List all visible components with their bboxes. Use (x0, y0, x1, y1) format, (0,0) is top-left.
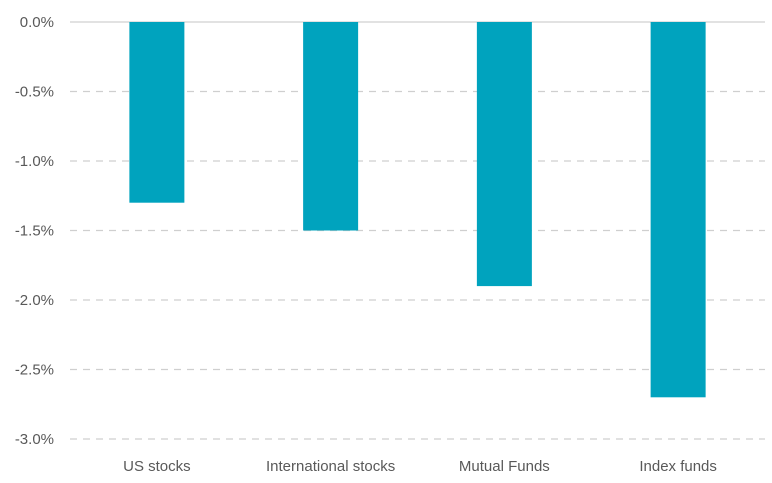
y-tick-label: -3.0% (15, 431, 54, 448)
gridlines (70, 21, 765, 440)
x-category-label: US stocks (123, 458, 191, 475)
y-tick-label: -2.5% (15, 362, 54, 379)
y-axis-tick-labels: 0.0% -0.5% -1.0% -1.5% -2.0% -2.5% -3.0% (15, 14, 54, 448)
y-tick-label: -0.5% (15, 84, 54, 101)
y-tick-label: -1.0% (15, 153, 54, 170)
x-category-label: Index funds (639, 458, 717, 475)
bar (303, 22, 359, 231)
bar (129, 22, 185, 203)
x-category-label: International stocks (266, 458, 395, 475)
bar (476, 22, 532, 287)
y-tick-label: -2.0% (15, 292, 54, 309)
bar (650, 22, 706, 398)
y-tick-label: 0.0% (20, 14, 54, 31)
bars (129, 22, 706, 398)
x-category-label: Mutual Funds (459, 458, 550, 475)
y-tick-label: -1.5% (15, 223, 54, 240)
x-axis-category-labels: US stocks International stocks Mutual Fund… (123, 458, 717, 475)
